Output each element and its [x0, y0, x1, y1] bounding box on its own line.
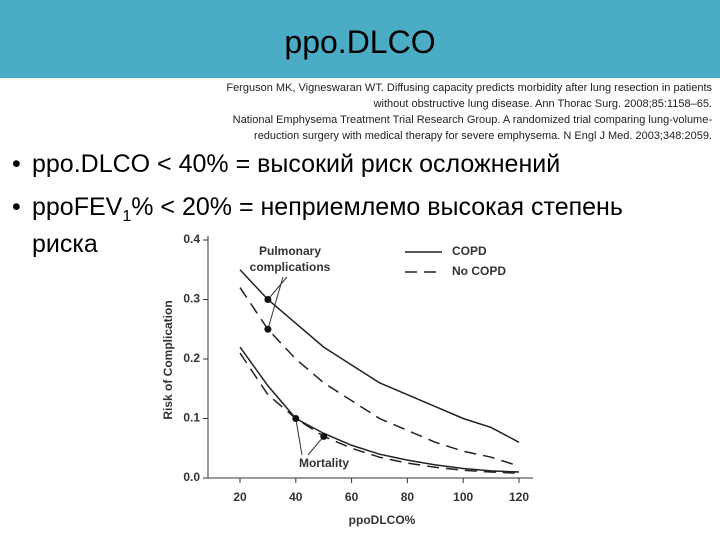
legend-label: COPD	[452, 244, 487, 258]
annotation-arrow	[267, 276, 288, 300]
x-axis-label: ppoDLCO%	[349, 513, 416, 527]
point-marker	[320, 432, 328, 440]
line-series	[239, 346, 520, 473]
y-tick-label: 0.1	[183, 411, 200, 425]
reference-line: reduction surgery with medical therapy f…	[254, 130, 712, 142]
header: ppo.DLCO	[0, 0, 720, 78]
annotation-line: Pulmonary	[259, 244, 321, 258]
y-tick-label: 0.0	[183, 470, 200, 484]
line-series	[239, 287, 520, 467]
annotation-arrow	[307, 436, 325, 456]
legend-label: No COPD	[452, 264, 506, 278]
x-tick-label: 80	[401, 490, 415, 504]
point-marker	[292, 415, 300, 422]
y-tick-label: 0.4	[183, 232, 200, 246]
reference-line: National Emphysema Treatment Trial Resea…	[232, 114, 712, 126]
reference-line: without obstructive lung disease. Ann Th…	[373, 98, 712, 110]
annotation: Mortality	[299, 456, 349, 470]
bullet-text: ppo.DLCO < 40% = высокий риск осложнений	[32, 150, 561, 178]
bullet: • ppoFEV1% < 20% = неприемлемо высокая ст…	[12, 193, 623, 225]
point-marker	[264, 325, 272, 333]
y-axis-label: Risk of Complication	[161, 300, 175, 419]
bullet-text: ppoFEV	[32, 193, 123, 221]
point-marker	[264, 296, 272, 303]
line-series	[239, 269, 520, 443]
x-tick-label: 20	[233, 490, 247, 504]
y-tick-label: 0.3	[183, 292, 200, 306]
bullet-continuation: риска	[32, 230, 98, 258]
y-tick-label: 0.2	[183, 351, 200, 365]
x-tick-label: 100	[453, 490, 473, 504]
x-tick-label: 40	[289, 490, 303, 504]
bullet: • ppo.DLCO < 40% = высокий риск осложнени…	[12, 150, 561, 178]
slide-title: ppo.DLCO	[284, 24, 436, 60]
bullet-text: % < 20% = неприемлемо высокая степень	[131, 193, 623, 221]
annotation-arrow	[295, 418, 303, 456]
subscript: 1	[122, 208, 132, 225]
reference-line: Ferguson MK, Vigneswaran WT. Diffusing c…	[226, 82, 712, 94]
line-series	[239, 352, 520, 474]
annotation: Pulmonary complications	[250, 244, 331, 274]
x-tick-label: 120	[509, 490, 529, 504]
annotation-line: complications	[250, 260, 331, 274]
x-tick-label: 60	[345, 490, 359, 504]
annotation-arrow	[267, 276, 284, 330]
references: Ferguson MK, Vigneswaran WT. Diffusing c…	[226, 80, 712, 144]
